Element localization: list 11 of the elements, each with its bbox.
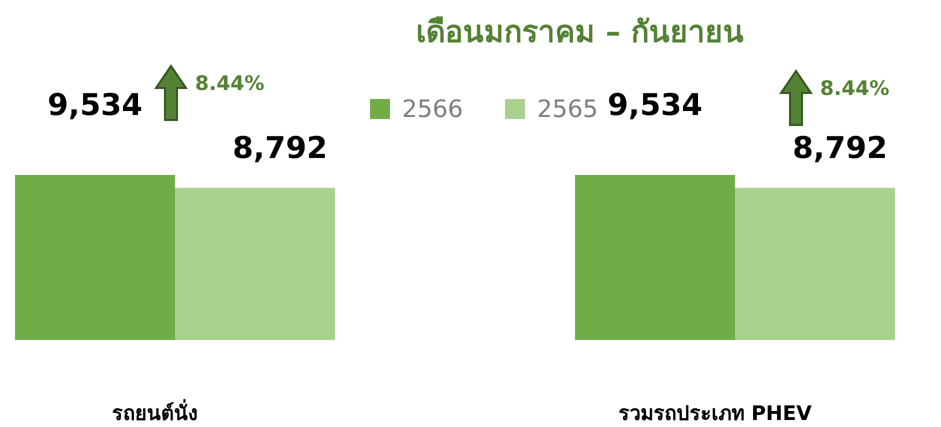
x-tick-label: รวมรถประเภท PHEV (618, 401, 812, 425)
text: 8.44% (820, 76, 890, 100)
text: 8.44% (195, 71, 264, 95)
chart-title: เดือนมกราคม – กันยายน (416, 15, 744, 50)
x-tick-label: รถยนต์นั่ง (112, 398, 198, 425)
data-label: 8,792 (232, 130, 328, 166)
data-label: 9,534 (608, 88, 702, 123)
data-label: 8,792 (792, 130, 888, 166)
legend-label: 2566 (402, 95, 464, 123)
data-label: 9,534 (48, 88, 142, 123)
legend-label: 2565 (537, 95, 598, 123)
